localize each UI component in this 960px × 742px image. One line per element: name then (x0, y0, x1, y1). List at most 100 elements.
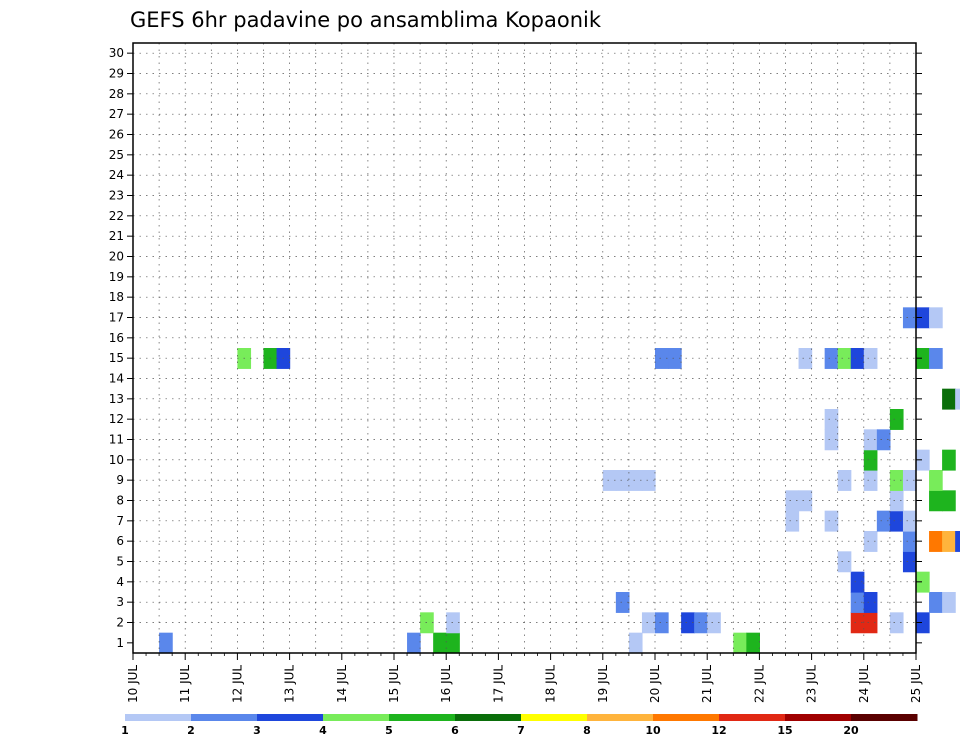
precip-cell (929, 348, 943, 369)
legend-label: 2 (187, 724, 195, 737)
y-tick-label: 26 (109, 128, 124, 142)
x-tick-label: 18 JUL (544, 665, 558, 703)
precip-cell (433, 632, 447, 654)
y-tick-label: 27 (109, 107, 124, 121)
precip-cell (902, 510, 917, 532)
cells-layer (159, 307, 960, 654)
y-tick-label: 1 (116, 636, 124, 650)
legend-label: 4 (319, 724, 327, 737)
precip-cell (863, 612, 878, 634)
y-tick-label: 20 (109, 250, 124, 264)
x-tick-label: 19 JUL (596, 665, 610, 703)
precip-cell (785, 490, 800, 512)
precip-cell (942, 592, 956, 613)
y-tick-label: 21 (109, 229, 124, 243)
legend-swatch (785, 714, 852, 721)
precip-cell (889, 470, 904, 491)
x-axis: 10 JUL 11 JUL 12 JUL 13 JUL 14 JUL 15 JUL 16 J… (126, 653, 923, 703)
precip-cell (889, 490, 904, 512)
precip-cell (916, 571, 930, 593)
precip-cell (694, 612, 708, 634)
precip-cell (955, 388, 960, 410)
precip-cell (407, 632, 421, 654)
precip-cell (837, 470, 852, 491)
y-tick-label: 2 (116, 616, 124, 630)
y-tick-label: 4 (116, 575, 124, 589)
legend-label: 3 (253, 724, 261, 737)
grid-layer (133, 43, 916, 653)
precip-cell (798, 490, 813, 512)
legend-swatch (389, 714, 456, 721)
legend-swatch (257, 714, 324, 721)
precip-cell (824, 429, 839, 451)
precip-cell (863, 592, 878, 613)
y-tick-label: 18 (109, 290, 124, 304)
precip-cell (615, 592, 630, 613)
precip-cell (668, 348, 682, 369)
legend-label: 6 (451, 724, 459, 737)
y-tick-label: 16 (109, 331, 124, 345)
precip-cell (446, 612, 460, 634)
precip-cell (850, 612, 865, 634)
precip-cell (615, 470, 630, 491)
precip-cell (929, 307, 943, 329)
legend-swatch (653, 714, 720, 721)
precip-cell (733, 632, 747, 654)
legend: 1 2 3 4 5 6 7 8 10 12 15 20 (121, 714, 918, 737)
y-tick-label: 11 (109, 433, 124, 447)
precip-cell (746, 632, 760, 654)
x-tick-label: 17 JUL (491, 665, 505, 703)
precip-cell (863, 470, 878, 491)
y-tick-label: 7 (116, 514, 124, 528)
precip-cell (837, 348, 852, 369)
y-tick-label: 14 (109, 372, 124, 386)
legend-label: 7 (517, 724, 525, 737)
precip-cell (929, 592, 943, 613)
precip-cell (916, 612, 930, 634)
y-tick-label: 8 (116, 494, 124, 508)
precip-cell (837, 551, 852, 573)
y-tick-label: 28 (109, 87, 124, 101)
x-tick-label: 10 JUL (126, 665, 140, 703)
precip-cell (876, 510, 891, 532)
precip-cell (916, 348, 930, 369)
x-tick-label: 20 JUL (648, 665, 662, 703)
legend-label: 8 (583, 724, 591, 737)
precip-cell (824, 409, 839, 430)
precip-cell (824, 348, 839, 369)
legend-swatch (455, 714, 522, 721)
precip-cell (863, 429, 878, 451)
legend-label: 10 (645, 724, 661, 737)
x-tick-label: 11 JUL (178, 665, 192, 703)
precip-cell (902, 307, 917, 329)
y-tick-label: 25 (109, 148, 124, 162)
precip-cell (850, 592, 865, 613)
legend-label: 1 (121, 724, 129, 737)
precip-cell (955, 531, 960, 552)
legend-swatch (719, 714, 786, 721)
precip-cell (942, 490, 956, 512)
precip-cell (655, 612, 669, 634)
precip-cell (446, 632, 460, 654)
precip-cell (942, 531, 956, 552)
precip-cell (641, 612, 656, 634)
legend-swatch (191, 714, 258, 721)
precip-cell (707, 612, 721, 634)
x-tick-label: 13 JUL (283, 665, 297, 703)
y-tick-label: 24 (109, 168, 124, 182)
legend-swatch (587, 714, 654, 721)
x-tick-label: 14 JUL (335, 665, 349, 703)
precip-cell (863, 348, 878, 369)
precip-cell (902, 551, 917, 573)
precip-cell (929, 490, 943, 512)
precip-cell (681, 612, 695, 634)
precip-cell (602, 470, 617, 491)
y-tick-label: 30 (109, 46, 124, 60)
precip-cell (785, 510, 800, 532)
legend-swatch (125, 714, 192, 721)
x-tick-label: 15 JUL (387, 665, 401, 703)
y-tick-label: 17 (109, 311, 124, 325)
precip-cell (850, 571, 865, 593)
precip-cell (916, 449, 930, 471)
